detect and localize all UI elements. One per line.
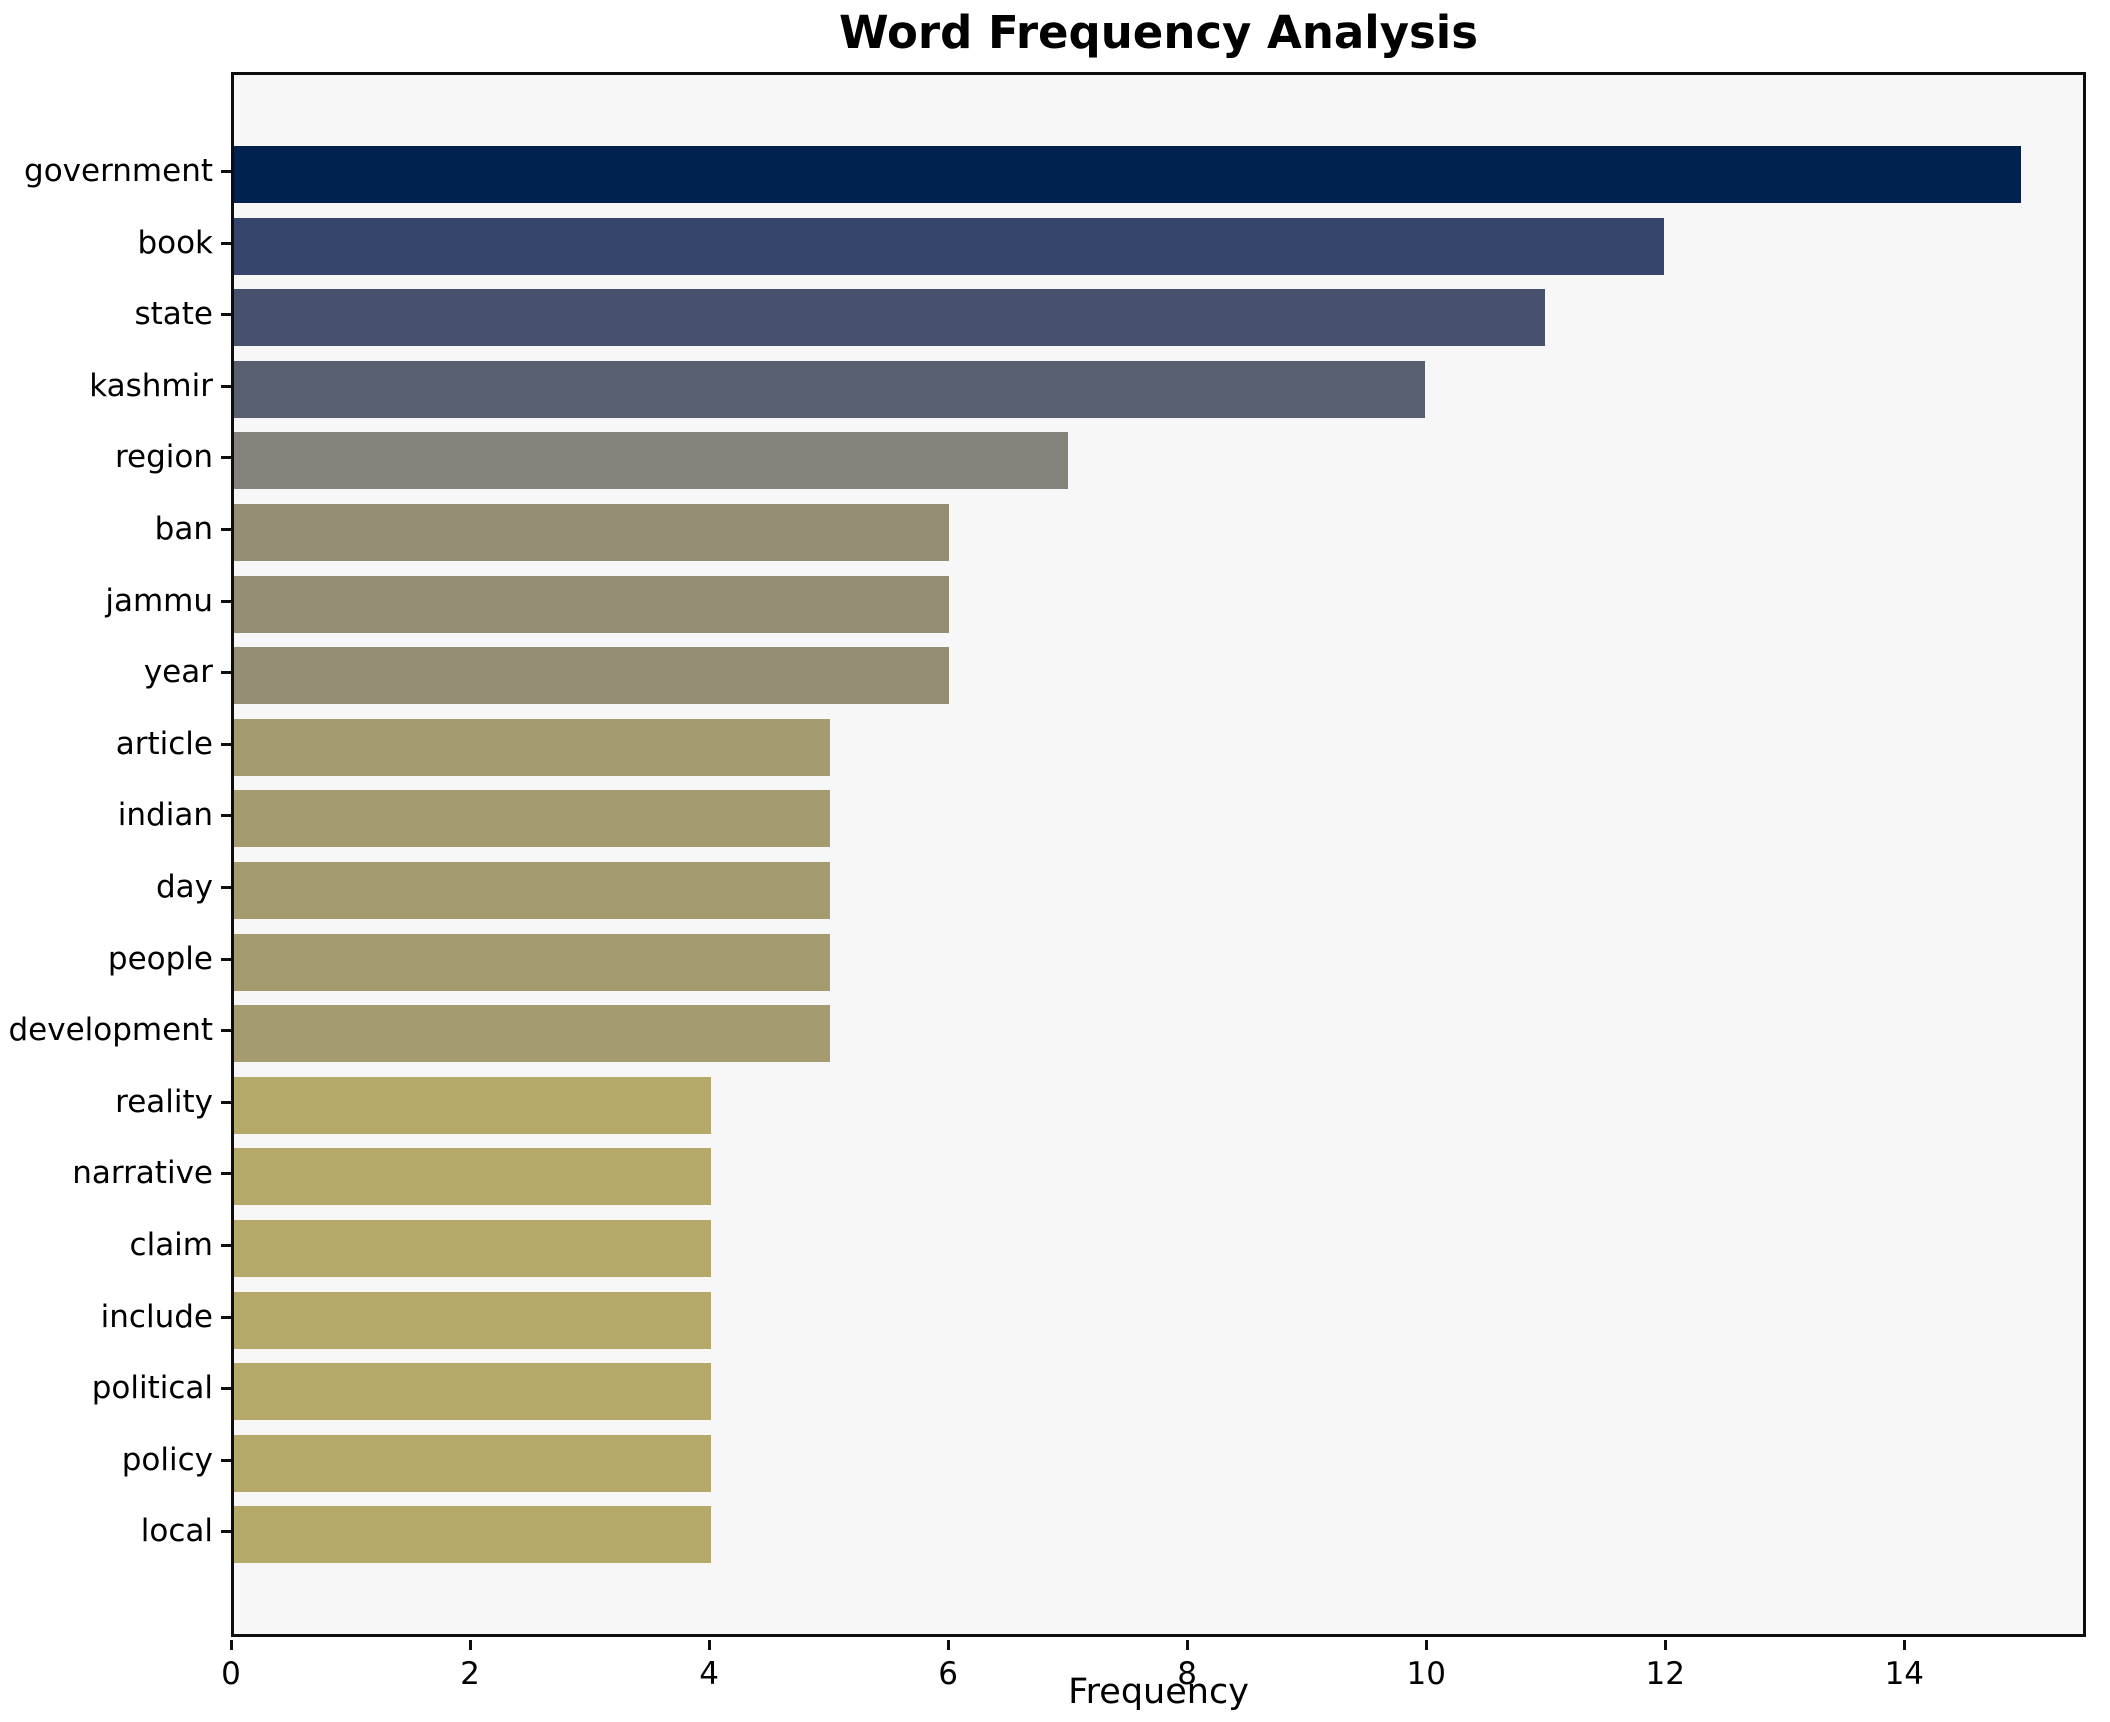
bar-local bbox=[234, 1506, 711, 1564]
y-tick-policy bbox=[221, 1458, 231, 1462]
y-tick-year bbox=[221, 671, 231, 675]
bar-policy bbox=[234, 1434, 711, 1492]
x-tick-6 bbox=[946, 1640, 950, 1650]
y-tick-state bbox=[221, 313, 231, 317]
y-tick-region bbox=[221, 456, 231, 460]
x-tick-label-4: 4 bbox=[699, 1656, 719, 1692]
y-tick-day bbox=[221, 886, 231, 889]
bar-kashmir bbox=[234, 360, 1426, 418]
x-tick-12 bbox=[1663, 1640, 1667, 1650]
y-label-day: day bbox=[155, 869, 213, 905]
y-label-year: year bbox=[143, 654, 213, 691]
y-tick-claim bbox=[221, 1244, 231, 1247]
x-tick-label-8: 8 bbox=[1177, 1656, 1198, 1692]
y-axis-label-column: government book state kashmir region ban jammu… bbox=[0, 0, 214, 1722]
bar-year bbox=[234, 647, 949, 705]
y-label-ban: ban bbox=[154, 511, 213, 547]
y-label-jammu: jammu bbox=[105, 582, 213, 619]
x-tick-label-2: 2 bbox=[460, 1656, 480, 1692]
bar-political bbox=[234, 1363, 711, 1421]
y-label-political: political bbox=[91, 1370, 213, 1407]
y-tick-reality bbox=[221, 1100, 231, 1104]
y-label-state: state bbox=[134, 296, 213, 333]
y-label-policy: policy bbox=[121, 1441, 213, 1478]
bar-narrative bbox=[234, 1148, 711, 1206]
bar-jammu bbox=[234, 575, 949, 633]
x-tick-8 bbox=[1185, 1640, 1189, 1650]
y-label-include: include bbox=[100, 1298, 213, 1335]
bar-development bbox=[234, 1005, 830, 1063]
y-tick-people bbox=[221, 957, 231, 961]
y-tick-kashmir bbox=[221, 384, 231, 388]
y-tick-jammu bbox=[221, 599, 231, 603]
x-tick-14 bbox=[1902, 1640, 1906, 1650]
x-tick-2 bbox=[468, 1640, 472, 1650]
y-tick-political bbox=[221, 1387, 231, 1391]
y-label-article: article bbox=[115, 725, 213, 762]
y-tick-indian bbox=[221, 814, 231, 818]
y-label-indian: indian bbox=[117, 797, 213, 834]
bar-article bbox=[234, 718, 830, 776]
y-tick-development bbox=[221, 1029, 231, 1033]
y-label-local: local bbox=[140, 1513, 213, 1550]
x-tick-10 bbox=[1424, 1640, 1428, 1650]
y-tick-article bbox=[221, 742, 231, 746]
bar-state bbox=[234, 289, 1545, 347]
y-tick-government bbox=[221, 170, 231, 173]
bar-indian bbox=[234, 790, 830, 848]
bar-region bbox=[234, 432, 1068, 490]
x-tick-0 bbox=[229, 1640, 233, 1650]
y-label-claim: claim bbox=[129, 1227, 213, 1263]
bar-government bbox=[234, 146, 2022, 203]
plot-area bbox=[231, 72, 2086, 1637]
x-tick-label-10: 10 bbox=[1406, 1656, 1446, 1692]
bar-people bbox=[234, 933, 830, 991]
x-tick-label-6: 6 bbox=[938, 1656, 958, 1692]
bar-day bbox=[234, 862, 830, 919]
x-tick-label-0: 0 bbox=[221, 1656, 241, 1692]
chart-title: Word Frequency Analysis bbox=[838, 6, 1479, 59]
y-tick-book bbox=[221, 241, 231, 245]
y-label-people: people bbox=[107, 940, 213, 977]
x-tick-label-12: 12 bbox=[1645, 1656, 1685, 1692]
bar-ban bbox=[234, 504, 949, 561]
x-axis-title: Frequency bbox=[1068, 1672, 1249, 1712]
y-label-development: development bbox=[8, 1012, 214, 1049]
bar-reality bbox=[234, 1076, 711, 1134]
y-label-reality: reality bbox=[115, 1083, 213, 1120]
bar-book bbox=[234, 217, 1664, 275]
bar-claim bbox=[234, 1220, 711, 1277]
y-label-government: government bbox=[24, 153, 213, 189]
y-tick-include bbox=[221, 1315, 231, 1319]
y-label-narrative: narrative bbox=[72, 1155, 213, 1192]
y-label-book: book bbox=[137, 224, 213, 261]
y-label-region: region bbox=[114, 439, 213, 476]
x-tick-label-14: 14 bbox=[1884, 1656, 1925, 1692]
y-tick-ban bbox=[221, 528, 231, 531]
y-tick-local bbox=[221, 1530, 231, 1534]
y-label-kashmir: kashmir bbox=[89, 367, 213, 404]
y-tick-narrative bbox=[221, 1172, 231, 1176]
x-tick-4 bbox=[707, 1640, 711, 1650]
bar-include bbox=[234, 1291, 711, 1349]
